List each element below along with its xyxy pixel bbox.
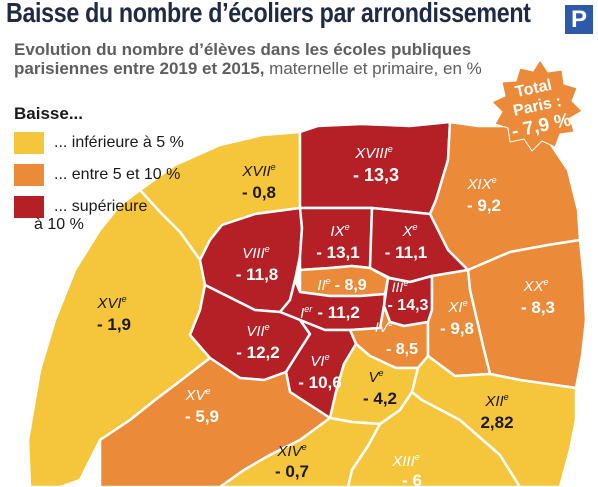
district-xiv	[218, 416, 382, 487]
label-ii: IIe - 8,9	[317, 276, 366, 294]
label-xix-name: XIXe	[466, 175, 496, 193]
label-xx-value: - 8,3	[521, 298, 555, 317]
label-xvii-name: XVIIe	[241, 162, 275, 180]
label-viii-name: VIIIe	[242, 244, 270, 262]
label-i: Ier - 11,2	[300, 303, 360, 322]
legend-label-low: ... inférieure à 5 %	[54, 134, 184, 151]
label-xv-value: - 5,9	[185, 407, 219, 426]
legend-label-mid: ... entre 5 et 10 %	[54, 166, 181, 183]
label-xv-name: XVe	[184, 386, 210, 404]
subtitle-normal: maternelle et primaire, en %	[264, 59, 482, 78]
legend-label-high: ... supérieure	[54, 198, 148, 215]
label-iv-name: IVe	[375, 318, 393, 335]
label-xviii-value: - 13,3	[353, 165, 399, 185]
district-labels: XVIIe - 0,8 XVIIIe - 13,3 XIXe - 9,2 XXe…	[96, 144, 555, 487]
label-iii-value: - 14,3	[388, 297, 429, 314]
label-vii-value: - 12,2	[236, 343, 279, 362]
label-iii-name: IIIe	[392, 278, 409, 295]
publisher-logo: P	[565, 5, 593, 34]
label-vi-value: - 10,6	[298, 373, 341, 392]
label-xvii-value: - 0,8	[242, 183, 276, 202]
legend-swatch-mid	[14, 164, 44, 186]
subtitle-bold: Evolution du nombre d’élèves dans les éc…	[14, 40, 472, 78]
label-xiv-value: - 0,7	[275, 462, 309, 481]
label-xi-name: XIe	[447, 298, 467, 316]
label-xii-name: XIIe	[484, 392, 508, 410]
page-title: Baisse du nombre d’écoliers par arrondis…	[6, 0, 531, 28]
label-ix-value: - 13,1	[316, 243, 359, 262]
label-viii-value: - 11,8	[236, 265, 279, 284]
label-xi-value: - 9,8	[440, 319, 474, 338]
district-xii	[410, 354, 578, 487]
subtitle: Evolution du nombre d’élèves dans les éc…	[14, 40, 534, 78]
label-xix-value: - 9,2	[467, 196, 501, 215]
legend-swatch-high	[14, 196, 44, 218]
label-v-name: Ve	[368, 368, 383, 386]
legend-label-high-line2: à 10 %	[34, 216, 84, 233]
label-vii-name: VIIe	[246, 322, 269, 340]
label-xiii-name: XIIIe	[391, 452, 420, 470]
label-xvi-value: - 1,9	[97, 315, 131, 334]
label-x-value: - 11,1	[385, 243, 428, 262]
label-ix-name: IXe	[330, 222, 349, 240]
label-xvi-name: XVIe	[96, 294, 126, 312]
label-xviii-name: XVIIIe	[354, 144, 393, 162]
label-xiv-name: XIVe	[276, 442, 306, 460]
label-xx-name: XXe	[522, 277, 548, 295]
legend-title: Baisse...	[14, 104, 83, 123]
legend-swatch-low	[14, 132, 44, 154]
label-vi-name: VIe	[310, 352, 329, 370]
label-v-value: - 4,2	[363, 389, 397, 408]
badge-burst	[491, 59, 583, 152]
total-paris-badge: Total Paris : - 7,9 %	[491, 59, 583, 152]
label-iv-value: - 8,5	[386, 341, 418, 358]
label-x-name: Xe	[401, 222, 417, 240]
label-xii-value: 2,82	[480, 413, 513, 432]
label-xiii-value: - 6	[402, 471, 422, 487]
